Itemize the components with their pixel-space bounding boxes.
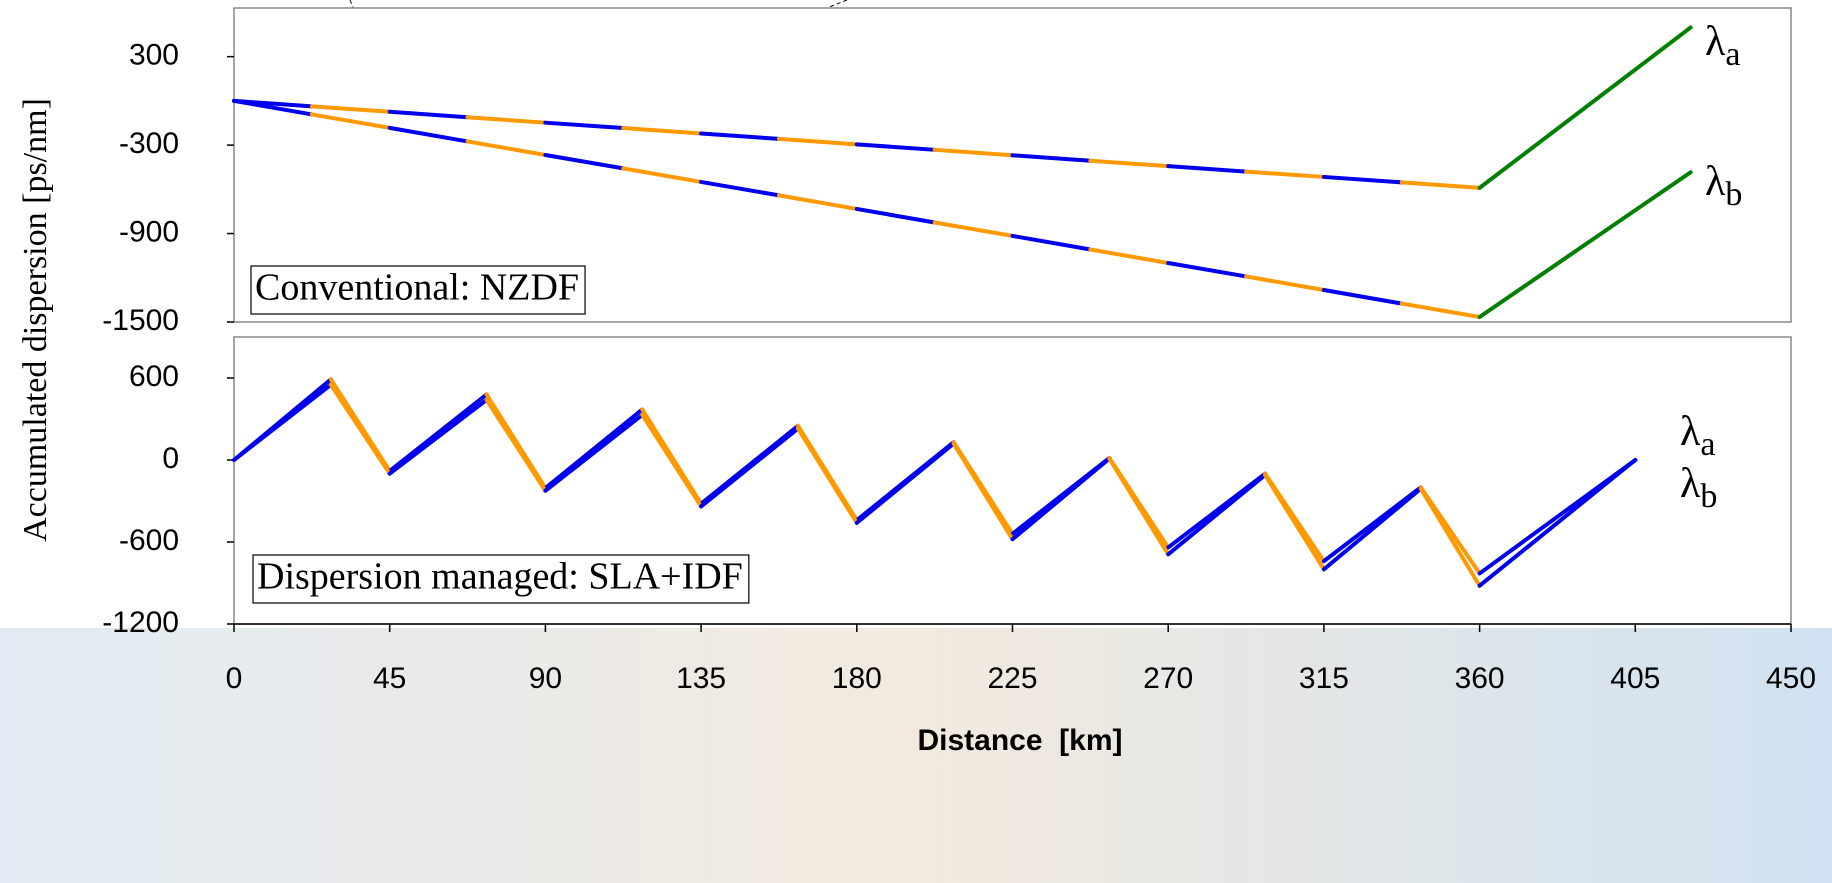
line-label-symbol: λ: [1705, 159, 1726, 205]
line-segment: [699, 179, 781, 198]
line-segment: [951, 441, 1015, 542]
y-tick-label: -1200: [102, 606, 179, 639]
line-segment: [795, 426, 859, 525]
line-segment: [1477, 458, 1638, 588]
line-label-symbol: λ: [1680, 409, 1701, 455]
line-segment: [387, 109, 470, 120]
line-label: λb: [1705, 159, 1742, 213]
y-tick-label: -600: [119, 524, 179, 557]
line-segment: [1166, 261, 1249, 279]
line-segment: [1088, 247, 1171, 266]
line-segment: [309, 104, 392, 114]
line-segment: [1166, 164, 1249, 174]
line-segment: [776, 136, 859, 147]
line-segment: [328, 382, 392, 476]
line-segment: [1321, 486, 1423, 572]
x-tick-label: 135: [676, 662, 726, 695]
line-segment: [1399, 180, 1482, 190]
line-segment: [232, 382, 333, 462]
line-label: λa: [1705, 19, 1740, 73]
annotation-box: [252, 554, 750, 604]
x-tick-label: 405: [1610, 662, 1660, 695]
line-segment: [1263, 473, 1326, 572]
line-segment: [1107, 456, 1171, 557]
line-segment: [932, 147, 1015, 158]
line-segment: [309, 112, 392, 130]
x-tick-label: 180: [832, 662, 882, 695]
line-segment: [640, 412, 704, 509]
line-segment: [1399, 301, 1482, 319]
y-tick-label: -1500: [102, 304, 179, 337]
line-segment: [776, 193, 859, 211]
x-tick-label: 0: [226, 662, 243, 695]
line-segment: [854, 142, 937, 152]
line-segment: [854, 206, 937, 225]
line-label-subscript: a: [1725, 36, 1740, 73]
line-segment: [1477, 170, 1693, 319]
line-segment: [387, 125, 470, 144]
line-segment: [1321, 288, 1404, 306]
line-label: λa: [1680, 409, 1715, 463]
line-segment: [387, 392, 489, 473]
x-tick-label: 90: [529, 662, 562, 695]
line-segment: [1166, 473, 1268, 557]
x-tick-label: 450: [1766, 662, 1816, 695]
x-tick-label: 270: [1143, 662, 1193, 695]
y-tick-label: 600: [129, 360, 179, 393]
line-segment: [465, 115, 548, 125]
line-label-symbol: λ: [1705, 19, 1726, 65]
line-segment: [1010, 456, 1112, 542]
line-segment: [1010, 233, 1093, 252]
background-image: [0, 628, 1832, 883]
line-segment: [1088, 158, 1171, 169]
annotation-box: [250, 265, 586, 315]
line-segment: [699, 426, 800, 509]
x-tick-label: 45: [373, 662, 406, 695]
line-segment: [1418, 486, 1482, 588]
x-tick-label: 360: [1455, 662, 1505, 695]
x-tick-label: 315: [1299, 662, 1349, 695]
y-axis-label: Accumulated dispersion [ps/nm]: [17, 98, 54, 542]
y-tick-label: 300: [129, 39, 179, 72]
line-segment: [543, 412, 645, 493]
line-segment: [699, 423, 800, 506]
line-segment: [621, 166, 704, 184]
x-tick-label: 225: [987, 662, 1037, 695]
line-segment: [1244, 274, 1326, 293]
line-label-subscript: b: [1700, 478, 1717, 515]
line-segment: [699, 131, 781, 141]
line-label: λb: [1680, 461, 1717, 515]
line-label-symbol: λ: [1680, 461, 1701, 507]
x-axis-label: Distance [km]: [917, 724, 1122, 757]
line-segment: [543, 152, 626, 171]
y-tick-label: 0: [162, 442, 179, 475]
line-segment: [854, 441, 956, 525]
line-segment: [232, 98, 314, 117]
line-segment: [1477, 25, 1693, 190]
line-segment: [1010, 153, 1093, 163]
line-segment: [543, 120, 626, 130]
line-segment: [484, 397, 548, 493]
line-segment: [1321, 174, 1404, 185]
line-segment: [387, 397, 489, 476]
y-tick-label: -900: [119, 215, 179, 248]
line-segment: [543, 407, 645, 491]
y-tick-label: -300: [119, 127, 179, 160]
line-segment: [1244, 169, 1326, 179]
line-segment: [465, 139, 548, 157]
annotation: Conventional: NZDF: [255, 267, 579, 309]
line-segment: [621, 125, 704, 136]
line-label-subscript: b: [1725, 176, 1742, 213]
annotation: Dispersion managed: SLA+IDF: [257, 556, 743, 598]
line-segment: [932, 220, 1015, 238]
line-label-subscript: a: [1700, 426, 1715, 463]
